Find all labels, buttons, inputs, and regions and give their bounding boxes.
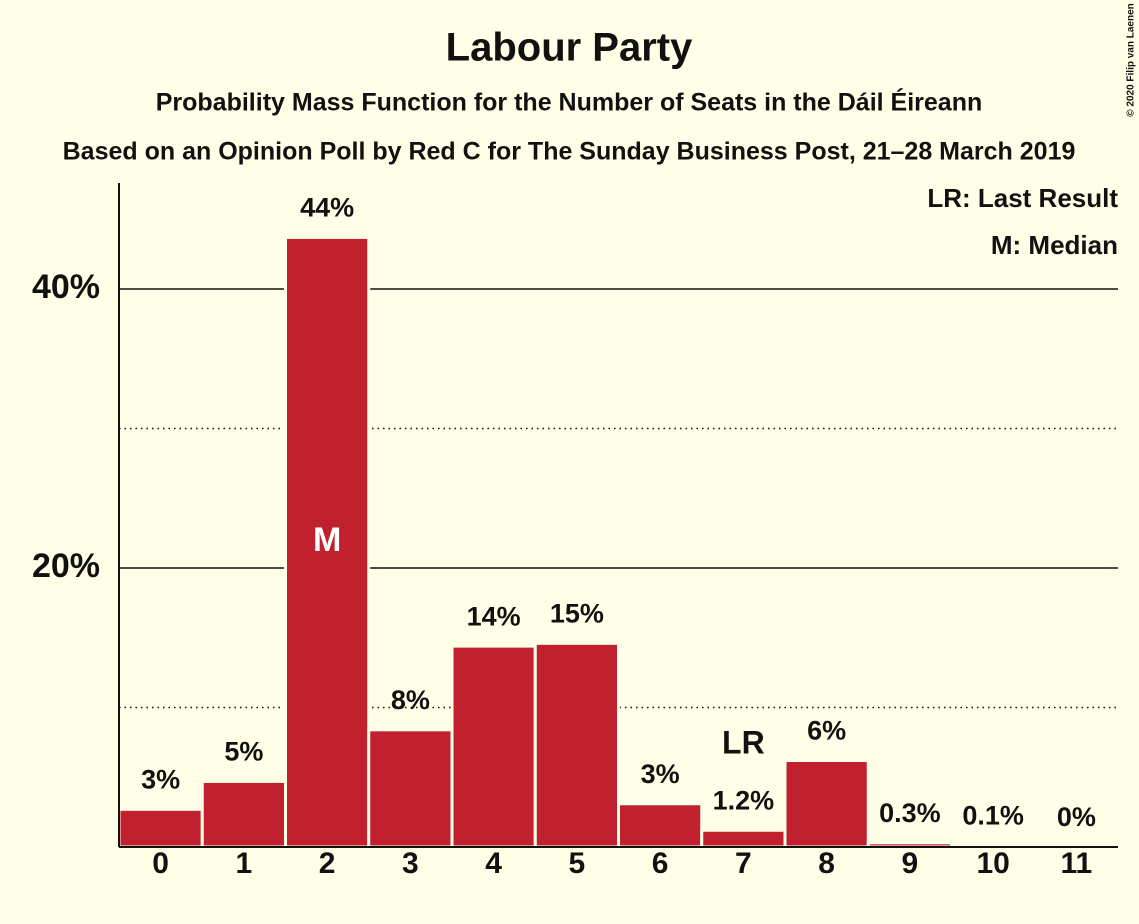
value-label: 8%: [391, 685, 430, 715]
x-tick-label: 8: [818, 847, 835, 880]
chart-subtitle: Probability Mass Function for the Number…: [156, 88, 983, 117]
x-tick-label: 0: [152, 847, 169, 880]
value-label: 0%: [1057, 802, 1096, 832]
value-label: 5%: [224, 737, 263, 767]
chart-title: Labour Party: [446, 26, 693, 70]
x-tick-label: 2: [319, 847, 336, 880]
value-label: 0.3%: [879, 798, 941, 828]
value-label: 3%: [141, 764, 180, 794]
value-label: 15%: [550, 598, 604, 628]
x-tick-label: 7: [735, 847, 752, 880]
x-tick-label: 1: [236, 847, 253, 880]
median-marker: M: [313, 521, 341, 559]
x-tick-label: 3: [402, 847, 419, 880]
last-result-marker: LR: [722, 725, 765, 761]
value-label: 44%: [300, 193, 354, 223]
bar: [367, 728, 454, 849]
legend-entry: LR: Last Result: [927, 183, 1118, 213]
value-label: 0.1%: [962, 801, 1024, 831]
chart-subtitle: Based on an Opinion Poll by Red C for Th…: [63, 138, 1076, 166]
legend-entry: M: Median: [991, 230, 1118, 260]
bar: [117, 807, 204, 849]
y-tick-label: 20%: [32, 547, 100, 585]
bar: [700, 828, 787, 849]
x-tick-label: 4: [485, 847, 502, 880]
bar: [450, 644, 537, 849]
x-tick-label: 9: [902, 847, 919, 880]
value-label: 1.2%: [713, 785, 775, 815]
bar: [533, 641, 620, 849]
value-label: 14%: [467, 601, 521, 631]
value-label: 6%: [807, 716, 846, 746]
y-tick-label: 40%: [32, 268, 100, 306]
value-label: 3%: [641, 759, 680, 789]
x-tick-label: 11: [1061, 847, 1093, 880]
x-tick-label: 10: [976, 847, 1009, 880]
copyright: © 2020 Filip van Laenen: [1126, 3, 1137, 117]
bar: [783, 759, 870, 849]
bar: [617, 802, 704, 849]
x-tick-label: 5: [569, 847, 586, 880]
bar: [284, 235, 371, 849]
x-tick-label: 6: [652, 847, 669, 880]
bar: [200, 779, 287, 849]
